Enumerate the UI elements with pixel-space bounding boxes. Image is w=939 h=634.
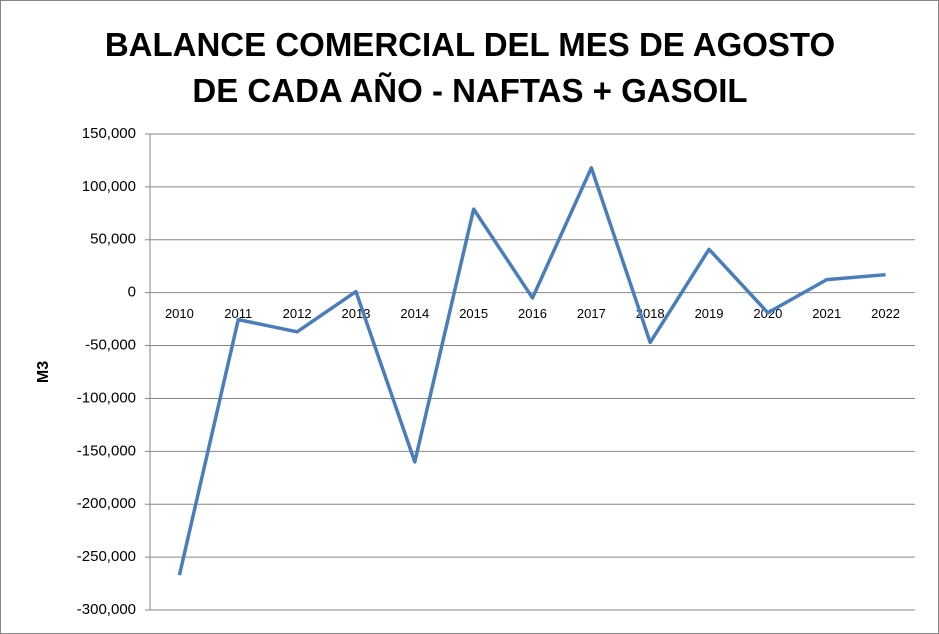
y-tick-label: -50,000 [85,337,136,354]
y-tick-label: -200,000 [77,495,136,512]
y-tick-label: -150,000 [77,442,136,459]
y-axis-label: M3 [35,361,52,383]
x-tick-label: 2019 [695,306,724,321]
x-tick-label: 2011 [224,306,252,321]
y-tick-label: -100,000 [77,389,136,406]
y-tick-label: 0 [128,284,136,301]
x-tick-label: 2015 [459,306,488,321]
y-tick-label: -300,000 [77,601,136,618]
data-line [177,166,886,576]
y-tick-label: 50,000 [90,231,136,248]
x-tick-label: 2010 [165,306,194,321]
x-tick-label: 2022 [871,306,900,321]
x-tick-label: 2021 [812,306,841,321]
x-tick-label: 2017 [577,306,606,321]
x-tick-label: 2012 [283,306,312,321]
chart-title: BALANCE COMERCIAL DEL MES DE AGOSTO DE C… [104,26,836,109]
y-tick-label: 100,000 [82,178,136,195]
y-tick-label: 150,000 [82,125,136,142]
x-tick-label: 2014 [400,306,429,321]
y-tick-label: -250,000 [77,548,136,565]
x-tick-label: 2016 [518,306,547,321]
